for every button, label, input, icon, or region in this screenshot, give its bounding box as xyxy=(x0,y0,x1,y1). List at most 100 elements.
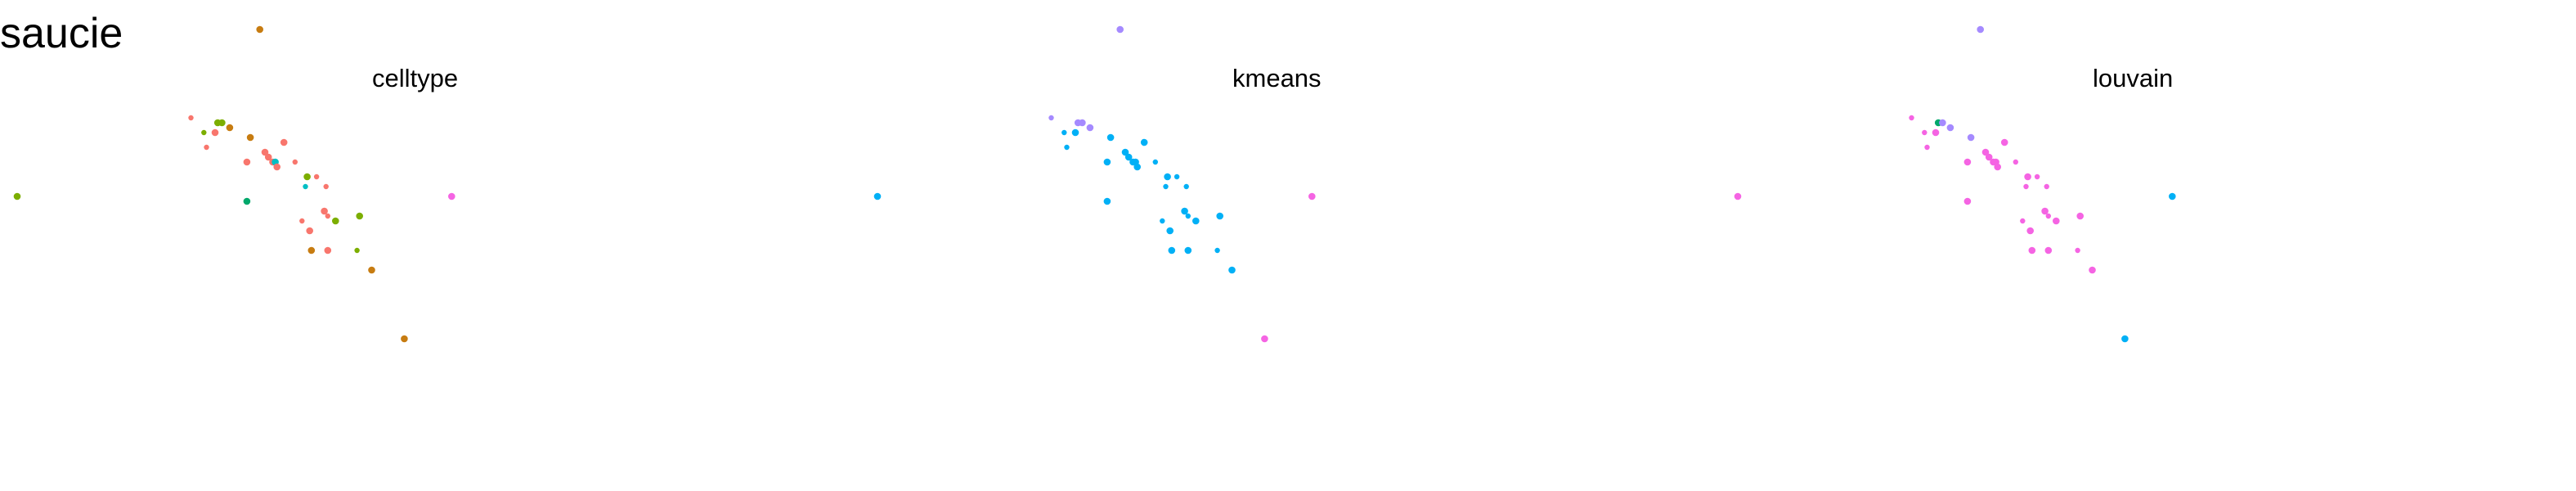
scatter-point-kmeans-6 xyxy=(1071,128,1079,137)
scatter-point-louvain-19 xyxy=(2013,159,2018,165)
scatter-point-louvain-34 xyxy=(2121,335,2129,343)
scatter-point-kmeans-23 xyxy=(1183,183,1189,190)
scatter-point-kmeans-33 xyxy=(1228,266,1236,274)
scatter-point-kmeans-0 xyxy=(873,192,882,200)
scatter-point-celltype-18 xyxy=(280,138,288,146)
scatter-point-kmeans-20 xyxy=(1164,173,1171,181)
scatter-points-louvain xyxy=(1734,25,2176,343)
scatter-point-louvain-29 xyxy=(2045,213,2051,219)
scatter-point-celltype-19 xyxy=(292,159,298,165)
scatter-point-kmeans-18 xyxy=(1140,138,1148,146)
scatter-point-kmeans-34 xyxy=(1261,335,1268,343)
scatter-point-celltype-29 xyxy=(325,213,330,219)
scatter-point-louvain-31 xyxy=(2044,246,2053,255)
scatter-point-louvain-0 xyxy=(1734,192,1742,200)
scatter-point-celltype-0 xyxy=(13,192,21,200)
scatter-point-louvain-23 xyxy=(2044,183,2049,190)
scatter-point-celltype-23 xyxy=(323,183,329,190)
scatter-point-kmeans-10 xyxy=(1106,133,1115,142)
scatter-point-kmeans-26 xyxy=(1192,217,1200,225)
scatter-point-louvain-26 xyxy=(2053,217,2060,225)
scatter-point-kmeans-29 xyxy=(1185,213,1191,219)
scatter-point-louvain-25 xyxy=(2041,207,2049,215)
scatter-point-kmeans-17 xyxy=(1133,163,1141,171)
scatter-point-celltype-20 xyxy=(303,173,311,181)
scatter-point-celltype-21 xyxy=(313,173,320,180)
scatter-point-celltype-30 xyxy=(307,246,316,255)
scatter-point-kmeans-12 xyxy=(1103,197,1111,205)
figure-title: saucie xyxy=(0,10,123,57)
scatter-point-celltype-34 xyxy=(401,335,408,343)
scatter-point-louvain-27 xyxy=(2076,212,2084,220)
scatter-point-kmeans-31 xyxy=(1184,246,1192,255)
scatter-point-louvain-22 xyxy=(2023,183,2029,190)
scatter-point-louvain-9 xyxy=(1946,124,1954,132)
scatter-point-kmeans-22 xyxy=(1163,183,1169,190)
scatter-point-kmeans-25 xyxy=(1181,207,1188,215)
scatter-point-celltype-33 xyxy=(368,266,375,274)
panel-louvain: louvain xyxy=(1734,25,2176,343)
scatter-point-kmeans-19 xyxy=(1152,159,1158,165)
scatter-point-louvain-20 xyxy=(2024,173,2031,181)
scatter-point-kmeans-14 xyxy=(1124,153,1133,161)
scatter-point-kmeans-2 xyxy=(1308,192,1316,200)
scatter-point-louvain-3 xyxy=(1909,115,1914,121)
panel-title-louvain: louvain xyxy=(2093,64,2173,92)
scatter-point-louvain-8 xyxy=(1939,119,1946,127)
scatter-point-louvain-30 xyxy=(2028,246,2036,255)
scatter-point-celltype-28 xyxy=(306,227,314,235)
scatter-point-louvain-5 xyxy=(1924,144,1930,151)
scatter-point-louvain-17 xyxy=(1994,163,2001,171)
scatter-point-kmeans-28 xyxy=(1166,227,1174,235)
scatter-point-louvain-33 xyxy=(2089,266,2096,274)
scatter-point-celltype-3 xyxy=(188,115,194,121)
panel-celltype: celltype xyxy=(13,25,458,343)
scatter-point-kmeans-11 xyxy=(1103,158,1111,166)
scatter-point-kmeans-21 xyxy=(1174,173,1180,180)
scatter-points-celltype xyxy=(13,25,456,343)
scatter-point-louvain-10 xyxy=(1967,133,1975,142)
scatter-point-celltype-25 xyxy=(321,207,328,215)
scatter-point-louvain-4 xyxy=(1922,129,1928,136)
scatter-point-kmeans-30 xyxy=(1168,246,1176,255)
scatter-point-louvain-32 xyxy=(2075,247,2080,254)
scatter-point-celltype-6 xyxy=(211,128,219,137)
scatter-point-celltype-22 xyxy=(303,183,308,190)
panel-title-celltype: celltype xyxy=(372,64,458,92)
scatter-point-celltype-24 xyxy=(299,218,305,224)
scatter-point-louvain-1 xyxy=(1977,25,1984,34)
scatter-point-louvain-11 xyxy=(1963,158,1972,166)
scatter-point-celltype-11 xyxy=(243,158,251,166)
scatter-point-kmeans-1 xyxy=(1116,25,1124,34)
scatter-point-louvain-24 xyxy=(2020,218,2026,224)
scatter-point-celltype-5 xyxy=(204,144,209,151)
panel-kmeans: kmeans xyxy=(873,25,1322,343)
scatter-point-louvain-13 xyxy=(1981,148,1990,156)
scatter-point-celltype-13 xyxy=(261,148,269,156)
scatter-point-celltype-1 xyxy=(256,25,264,34)
scatter-point-louvain-2 xyxy=(2169,192,2176,200)
scatter-point-kmeans-5 xyxy=(1064,144,1070,151)
scatter-point-celltype-10 xyxy=(246,133,254,142)
scatter-point-kmeans-32 xyxy=(1214,247,1220,254)
panel-title-kmeans: kmeans xyxy=(1232,64,1322,92)
scatter-point-kmeans-9 xyxy=(1086,124,1094,132)
scatter-point-kmeans-13 xyxy=(1121,148,1129,156)
scatter-point-louvain-18 xyxy=(2000,138,2008,146)
scatter-point-kmeans-27 xyxy=(1216,212,1223,220)
scatter-point-celltype-27 xyxy=(356,212,364,220)
scatter-point-kmeans-4 xyxy=(1061,129,1067,136)
scatter-point-celltype-9 xyxy=(226,124,234,132)
scatter-points-kmeans xyxy=(873,25,1316,343)
scatter-point-kmeans-24 xyxy=(1160,218,1165,224)
scatter-point-celltype-26 xyxy=(332,217,339,225)
scatter-point-celltype-32 xyxy=(354,247,360,254)
scatter-point-louvain-12 xyxy=(1963,197,1972,205)
scatter-point-louvain-28 xyxy=(2026,227,2034,235)
scatter-point-celltype-17 xyxy=(273,163,281,171)
scatter-point-celltype-4 xyxy=(201,129,207,136)
scatter-point-celltype-2 xyxy=(448,192,456,200)
scatter-point-louvain-21 xyxy=(2034,173,2040,180)
scatter-point-louvain-14 xyxy=(1985,153,1993,161)
